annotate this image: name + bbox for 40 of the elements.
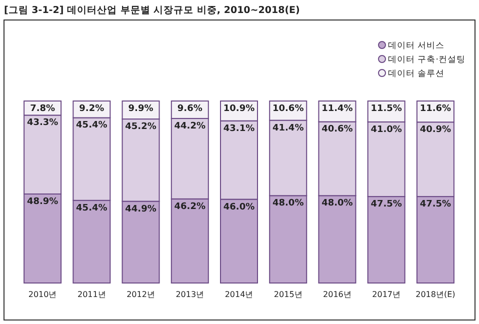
data-label: 40.9% <box>420 125 452 136</box>
data-label: 46.0% <box>223 202 255 212</box>
x-tick-label: 2012년 <box>126 290 155 299</box>
legend-label: 데이터 구축·컨설팅 <box>388 55 466 65</box>
data-label: 44.2% <box>174 121 206 132</box>
data-label: 10.9% <box>223 104 255 114</box>
data-label: 41.0% <box>370 124 402 135</box>
data-label: 11.4% <box>322 104 353 114</box>
data-label: 41.4% <box>272 123 304 134</box>
data-label: 7.8% <box>30 104 56 114</box>
data-label: 9.6% <box>177 104 202 114</box>
data-label: 11.6% <box>420 104 452 114</box>
data-label: 45.4% <box>76 203 108 214</box>
x-tick-label: 2017년 <box>372 290 401 299</box>
x-tick-label: 2015년 <box>274 290 302 299</box>
data-label: 9.9% <box>128 104 154 114</box>
data-label: 11.5% <box>370 104 402 114</box>
x-tick-label: 2011년 <box>77 290 106 299</box>
x-tick-label: 2016년 <box>323 290 352 299</box>
x-tick-label: 2013년 <box>176 290 204 299</box>
x-tick-label: 2018년(E) <box>416 290 456 299</box>
chart-title: [그림 3-1-2] 데이터산업 부문별 시장규모 비중, 2010~2018(E) <box>4 5 300 16</box>
x-tick-label: 2014년 <box>224 290 254 299</box>
data-label: 10.6% <box>272 104 304 114</box>
data-label: 9.2% <box>79 104 104 114</box>
data-label: 48.0% <box>272 198 304 209</box>
data-label: 45.2% <box>125 122 156 132</box>
data-label: 47.5% <box>420 200 452 210</box>
legend-label: 데이터 서비스 <box>388 41 445 51</box>
data-label: 46.2% <box>174 202 206 212</box>
data-label: 48.0% <box>322 198 353 209</box>
data-label: 43.1% <box>223 124 255 134</box>
data-label: 43.3% <box>26 118 58 128</box>
data-label: 45.4% <box>76 120 108 131</box>
data-label: 47.5% <box>370 200 402 210</box>
data-label: 48.9% <box>26 197 58 207</box>
data-label: 40.6% <box>322 124 353 135</box>
x-tick-label: 2010년 <box>28 290 57 299</box>
legend-label: 데이터 솔루션 <box>388 69 445 79</box>
data-label: 44.9% <box>125 204 156 214</box>
